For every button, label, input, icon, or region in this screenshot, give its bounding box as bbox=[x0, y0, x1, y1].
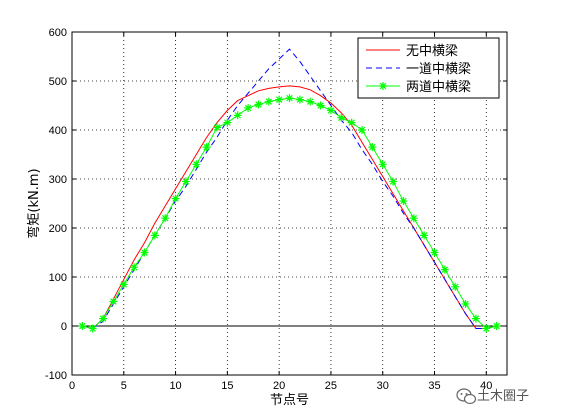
series-3-point bbox=[223, 118, 232, 127]
wechat-icon bbox=[456, 388, 477, 405]
y-axis-label: 弯矩(kN.m) bbox=[26, 168, 42, 238]
plot-frame bbox=[71, 31, 508, 376]
series-3-point bbox=[492, 322, 501, 330]
x-tick-label: 10 bbox=[169, 380, 181, 392]
series-3-point bbox=[389, 177, 398, 186]
series-3-point bbox=[440, 265, 449, 274]
legend-marker-3 bbox=[379, 82, 387, 90]
y-tick-label: -100 bbox=[45, 370, 67, 382]
series-3-point bbox=[192, 160, 201, 169]
x-tick-label: 30 bbox=[377, 380, 389, 392]
series-3-point bbox=[326, 106, 335, 115]
x-tick-label: 5 bbox=[121, 380, 127, 392]
series-line-1 bbox=[82, 85, 497, 329]
series-3-point bbox=[119, 280, 128, 289]
y-tick-label: 300 bbox=[49, 174, 67, 186]
series-3-point bbox=[378, 160, 387, 169]
series-3-point bbox=[109, 297, 118, 306]
series-3-point bbox=[140, 248, 149, 257]
series-3-point bbox=[202, 143, 211, 152]
watermark: 土木圈子 bbox=[456, 388, 529, 405]
series-3-point bbox=[78, 322, 87, 330]
series-3-point bbox=[368, 143, 377, 152]
series-3-point bbox=[275, 95, 284, 104]
x-tick-label: 40 bbox=[480, 380, 492, 392]
series-3-point bbox=[337, 113, 346, 122]
x-tick-label: 35 bbox=[428, 380, 440, 392]
series-3-point bbox=[88, 324, 97, 333]
series-3-point bbox=[295, 95, 304, 104]
series-3-point bbox=[244, 103, 253, 112]
series-3-point bbox=[171, 194, 180, 203]
x-tick-label: 15 bbox=[221, 380, 233, 392]
y-tick-label: 400 bbox=[49, 125, 67, 137]
series-3-point bbox=[471, 314, 480, 323]
series-3-point bbox=[130, 263, 139, 272]
series-3-point bbox=[181, 177, 190, 186]
series-3-point bbox=[451, 282, 460, 291]
series-3-point bbox=[254, 100, 263, 109]
y-tick-label: 100 bbox=[49, 272, 67, 284]
series-3-point bbox=[316, 101, 325, 110]
series-3-point bbox=[358, 126, 366, 134]
series-3-point bbox=[233, 111, 242, 120]
x-axis-label: 节点号 bbox=[270, 393, 309, 408]
series-line-2 bbox=[82, 48, 497, 329]
series-3-point bbox=[430, 248, 439, 257]
x-tick-label: 20 bbox=[273, 380, 285, 392]
y-tick-label: 0 bbox=[61, 321, 67, 333]
series-3-point bbox=[347, 118, 356, 127]
series-3-point bbox=[264, 97, 273, 106]
x-tick-label: 25 bbox=[325, 380, 337, 392]
series-3-point bbox=[99, 314, 108, 323]
legend-label-1: 无中横梁 bbox=[406, 44, 458, 59]
series-3-point bbox=[161, 214, 170, 223]
watermark-text: 土木圈子 bbox=[477, 389, 529, 404]
series-3-point bbox=[409, 214, 418, 223]
y-tick-label: 200 bbox=[49, 223, 67, 235]
y-tick-label: 500 bbox=[49, 76, 67, 88]
legend-label-3: 两道中横梁 bbox=[406, 80, 471, 95]
y-tick-label: 600 bbox=[49, 27, 67, 39]
series-3-point bbox=[482, 324, 491, 333]
series-3-point bbox=[399, 197, 408, 206]
series-3-point bbox=[213, 123, 221, 132]
series-3-point bbox=[420, 231, 429, 240]
series-3-point bbox=[306, 97, 315, 106]
series-3-point bbox=[285, 94, 294, 103]
series-3-point bbox=[461, 299, 470, 308]
series-3-point bbox=[150, 231, 159, 240]
legend-label-2: 一道中横梁 bbox=[406, 62, 471, 77]
x-tick-label: 0 bbox=[69, 380, 75, 392]
